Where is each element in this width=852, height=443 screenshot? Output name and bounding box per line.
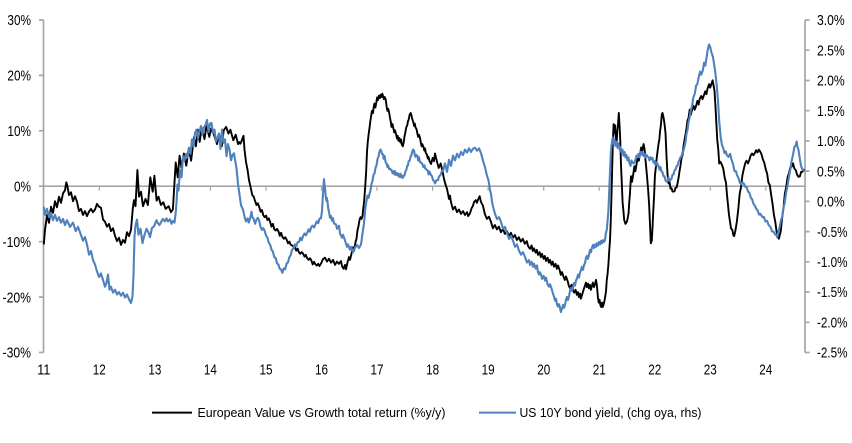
svg-text:14: 14 bbox=[204, 362, 217, 379]
svg-text:2.0%: 2.0% bbox=[817, 73, 845, 90]
svg-text:12: 12 bbox=[93, 362, 106, 379]
svg-text:0.5%: 0.5% bbox=[817, 163, 845, 180]
svg-text:European Value vs Growth total: European Value vs Growth total return (%… bbox=[198, 405, 446, 420]
svg-text:20: 20 bbox=[537, 362, 550, 379]
svg-text:21: 21 bbox=[593, 362, 606, 379]
svg-text:10%: 10% bbox=[7, 123, 31, 140]
svg-text:23: 23 bbox=[704, 362, 717, 379]
svg-text:-20%: -20% bbox=[3, 289, 31, 306]
svg-text:1.5%: 1.5% bbox=[817, 103, 845, 120]
svg-text:18: 18 bbox=[426, 362, 439, 379]
svg-text:30%: 30% bbox=[7, 12, 31, 29]
svg-text:15: 15 bbox=[260, 362, 273, 379]
svg-text:16: 16 bbox=[315, 362, 328, 379]
svg-text:19: 19 bbox=[482, 362, 495, 379]
svg-text:US 10Y bond yield, (chg oya, r: US 10Y bond yield, (chg oya, rhs) bbox=[520, 405, 702, 420]
svg-text:20%: 20% bbox=[7, 68, 31, 85]
svg-text:-2.0%: -2.0% bbox=[817, 315, 848, 332]
svg-text:2.5%: 2.5% bbox=[817, 42, 845, 59]
svg-text:13: 13 bbox=[148, 362, 161, 379]
svg-text:0%: 0% bbox=[14, 178, 31, 195]
svg-text:-30%: -30% bbox=[3, 345, 31, 362]
svg-text:-10%: -10% bbox=[3, 234, 31, 251]
svg-text:-1.5%: -1.5% bbox=[817, 284, 848, 301]
svg-text:-2.5%: -2.5% bbox=[817, 345, 848, 362]
svg-text:24: 24 bbox=[759, 362, 772, 379]
svg-text:-0.5%: -0.5% bbox=[817, 224, 848, 241]
svg-text:11: 11 bbox=[37, 362, 50, 379]
svg-text:3.0%: 3.0% bbox=[817, 12, 845, 29]
svg-text:0.0%: 0.0% bbox=[817, 194, 845, 211]
svg-text:-1.0%: -1.0% bbox=[817, 254, 848, 271]
svg-text:17: 17 bbox=[371, 362, 384, 379]
svg-text:1.0%: 1.0% bbox=[817, 133, 845, 150]
svg-text:22: 22 bbox=[648, 362, 661, 379]
